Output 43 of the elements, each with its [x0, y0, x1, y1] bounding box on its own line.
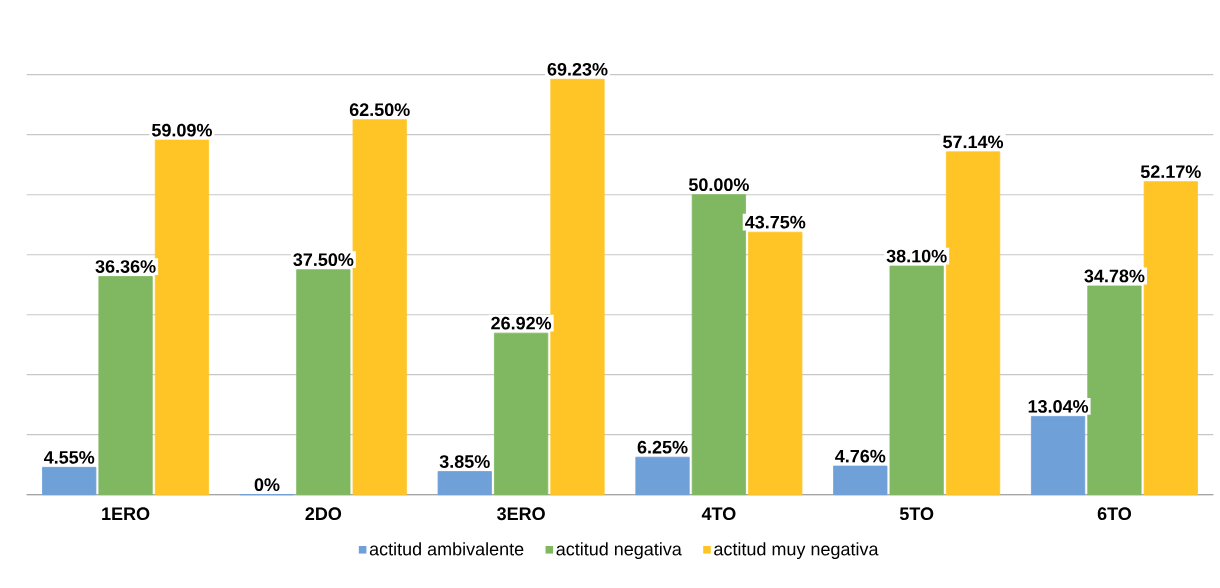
bar — [154, 139, 210, 496]
data-label: 50.00% — [688, 178, 749, 192]
data-label: 36.36% — [95, 260, 156, 273]
data-label: 6.25% — [637, 440, 688, 454]
data-label: 34.78% — [1084, 269, 1145, 283]
bar — [691, 194, 746, 496]
bar — [437, 471, 492, 496]
data-label: 37.50% — [293, 253, 354, 267]
legend-label: actitud negativa — [556, 542, 682, 560]
bar — [494, 332, 549, 496]
x-tick-label: 3ERO — [497, 507, 545, 521]
data-label: 57.14% — [943, 135, 1004, 149]
x-tick-label: 5TO — [899, 507, 934, 521]
data-label: 62.50% — [349, 103, 410, 117]
data-label: 69.23% — [547, 62, 608, 76]
bar — [352, 119, 407, 496]
data-label: 3.85% — [439, 455, 490, 468]
data-label: 4.55% — [43, 451, 95, 464]
bar — [42, 466, 97, 496]
legend-label: actitud muy negativa — [714, 542, 879, 560]
data-label: 13.04% — [1028, 400, 1089, 413]
bar — [296, 269, 351, 496]
data-label: 59.09% — [151, 123, 212, 137]
x-tick-label: 4TO — [701, 507, 736, 521]
bar — [1087, 285, 1142, 496]
data-label: 4.76% — [835, 449, 886, 463]
bar — [98, 276, 153, 496]
data-label: 38.10% — [886, 249, 947, 263]
bar — [833, 465, 888, 496]
data-label: 52.17% — [1140, 165, 1201, 179]
x-tick-label: 1ERO — [102, 507, 150, 521]
bar — [748, 231, 803, 496]
bar — [1030, 416, 1086, 496]
x-tick-label: 2DO — [305, 507, 342, 521]
bar — [889, 265, 944, 496]
data-label: 0% — [254, 478, 280, 492]
data-label: 26.92% — [491, 316, 552, 330]
legend-label: actitud ambivalente — [369, 542, 524, 556]
bar — [1143, 181, 1198, 496]
bar — [635, 456, 690, 496]
x-tick-label: 6TO — [1097, 507, 1132, 521]
bar — [945, 151, 1001, 496]
data-label: 43.75% — [745, 215, 806, 229]
